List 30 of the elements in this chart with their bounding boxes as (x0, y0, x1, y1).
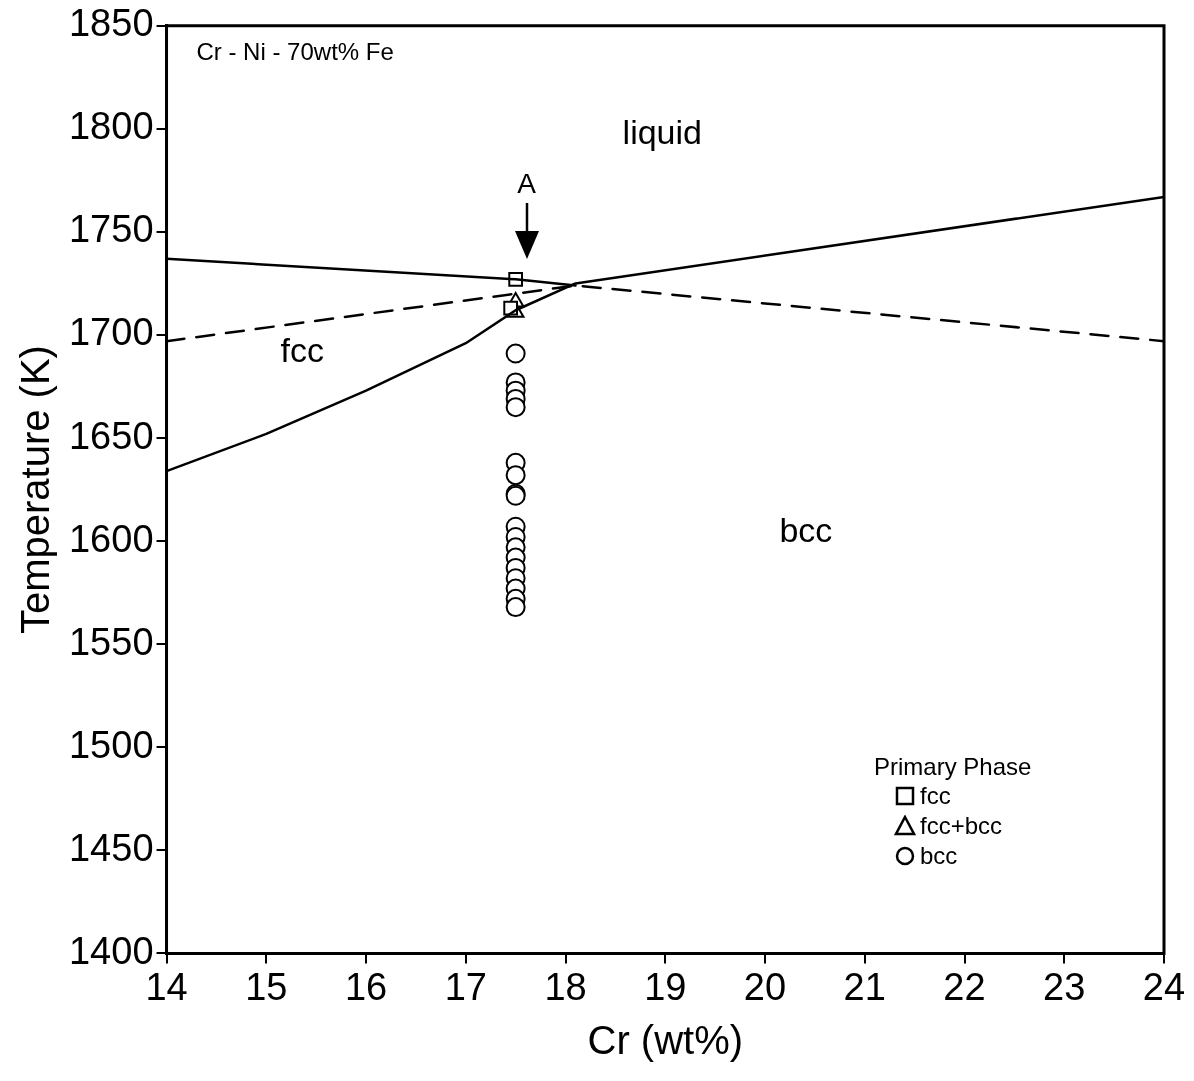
x-tick-label: 16 (344, 965, 388, 1008)
y-tick-label: 1750 (68, 208, 154, 251)
y-tick-label: 1600 (68, 517, 154, 560)
x-tick-label: 18 (544, 965, 587, 1008)
annotation: A (517, 168, 537, 200)
y-tick-label: 1550 (68, 620, 154, 663)
legend-label: fcc+bcc (920, 811, 1003, 842)
annotation: liquid (622, 112, 702, 151)
y-tick-label: 1800 (68, 105, 154, 148)
annotation: bcc (779, 510, 833, 549)
legend-title: Primary Phase (874, 753, 1032, 782)
y-tick-label: 1450 (68, 826, 154, 869)
x-axis-title: Cr (wt%) (587, 1018, 744, 1063)
x-tick-label: 21 (843, 965, 886, 1008)
y-axis-title: Temperature (K) (13, 345, 58, 635)
legend-label: bcc (920, 841, 958, 872)
x-tick-label: 20 (743, 965, 787, 1008)
x-tick-label: 24 (1142, 965, 1186, 1008)
y-tick-label: 1700 (68, 311, 154, 354)
y-tick-label: 1650 (68, 414, 154, 457)
legend-label: fcc (920, 781, 951, 812)
annotation: Cr - Ni - 70wt% Fe (196, 38, 394, 66)
x-tick-label: 15 (245, 965, 288, 1008)
x-tick-label: 17 (444, 965, 487, 1008)
y-tick-label: 1850 (68, 2, 154, 45)
x-tick-label: 23 (1043, 965, 1086, 1008)
y-tick-label: 1500 (68, 723, 154, 766)
x-tick-label: 22 (943, 965, 986, 1008)
x-tick-label: 19 (644, 965, 687, 1008)
annotation: fcc (280, 330, 324, 369)
